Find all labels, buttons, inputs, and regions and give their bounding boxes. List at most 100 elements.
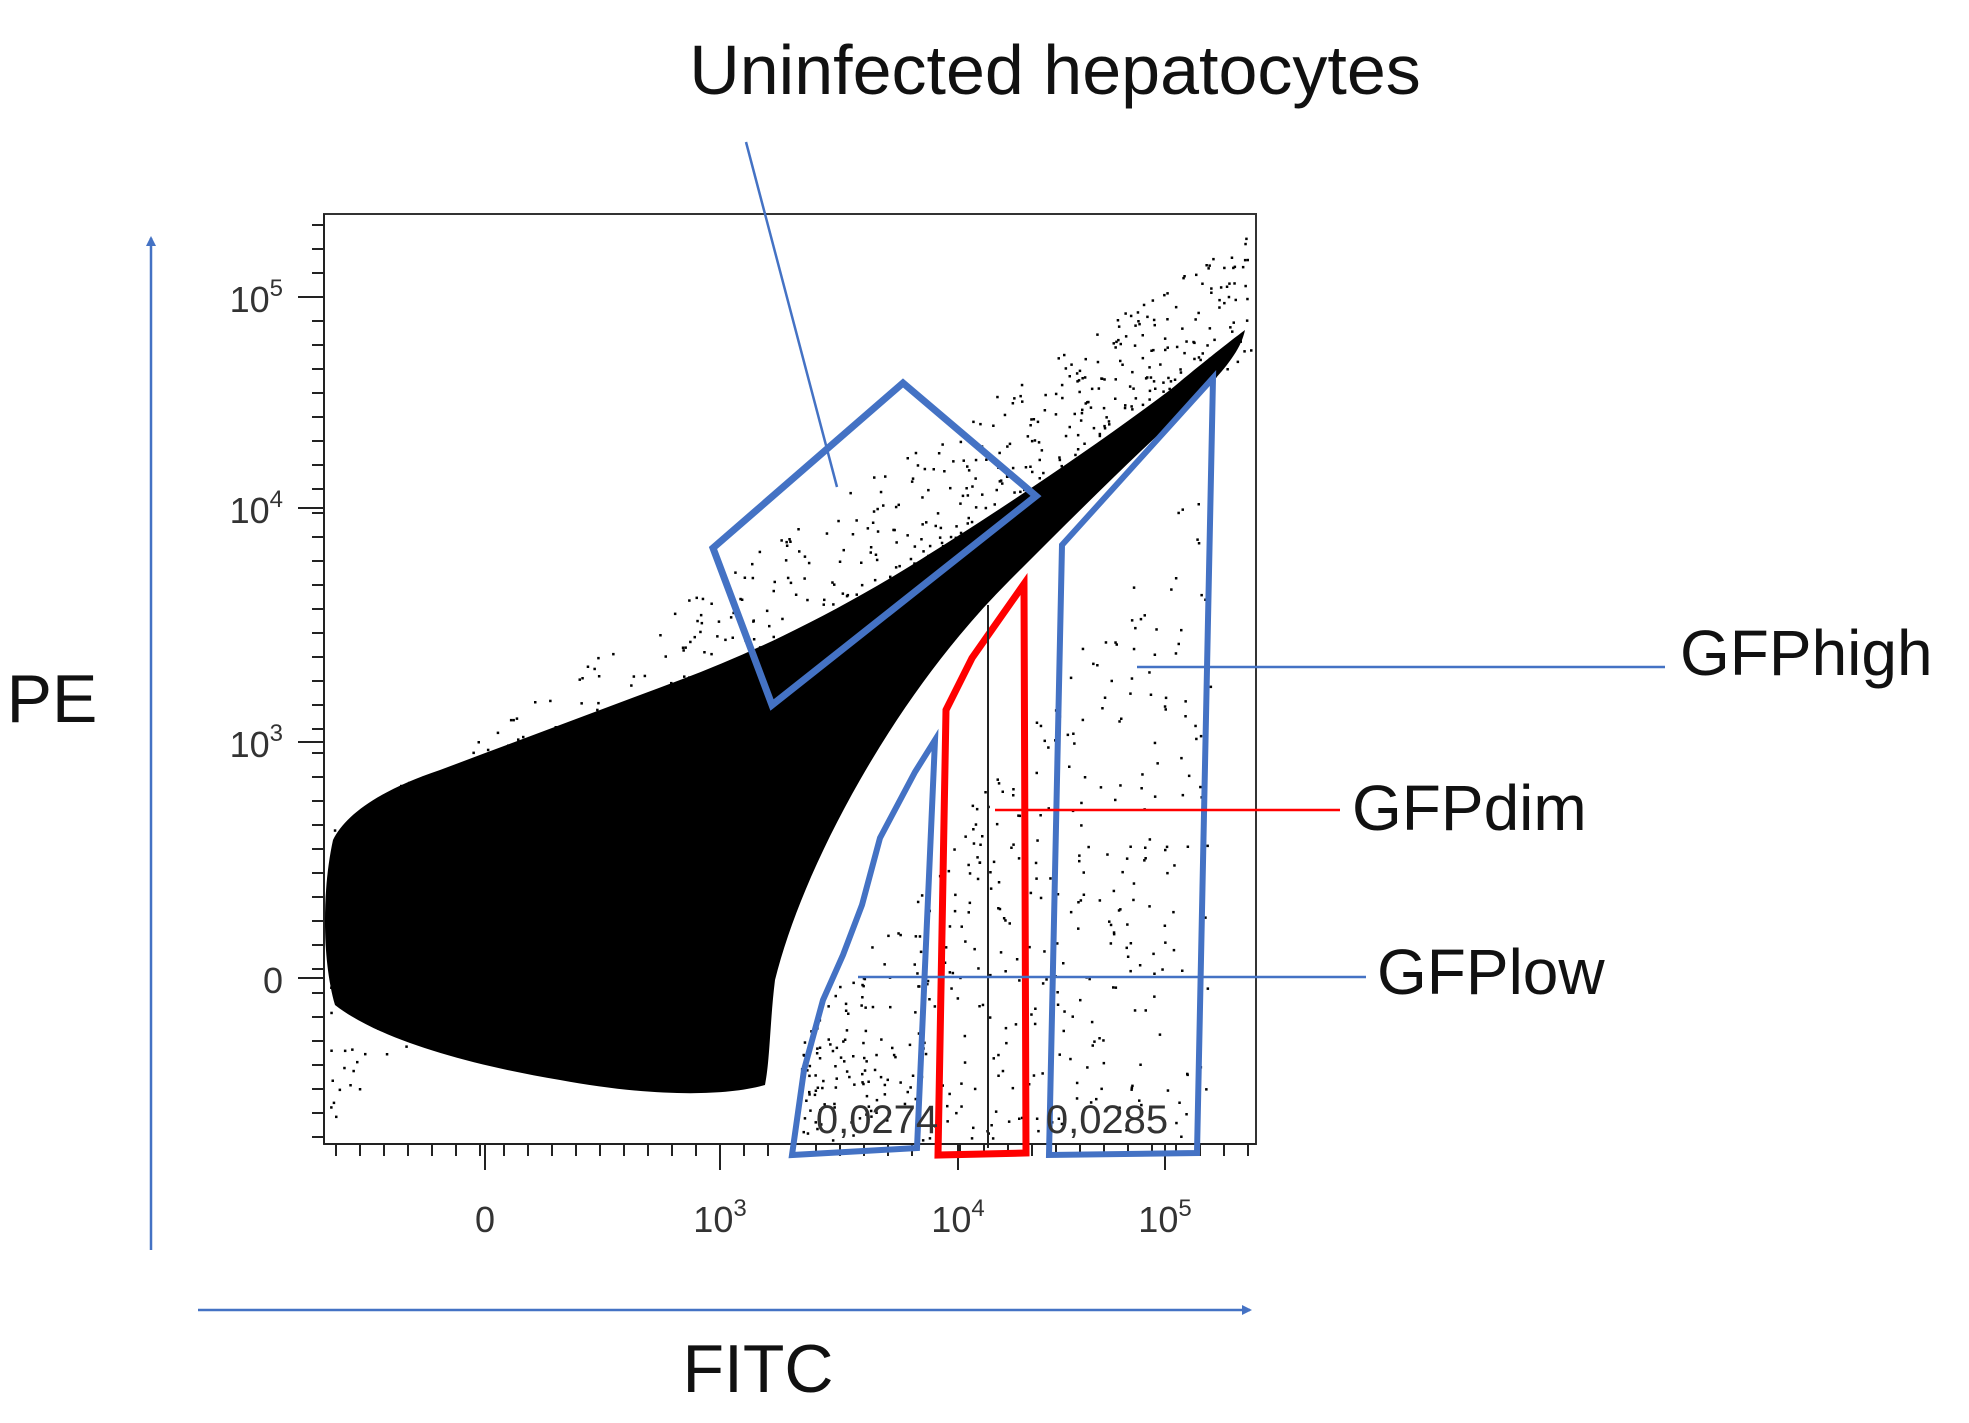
scatter-event <box>1121 446 1125 449</box>
scatter-event <box>1164 708 1167 711</box>
scatter-event <box>495 780 498 784</box>
scatter-event <box>546 895 550 898</box>
scatter-event <box>411 893 415 897</box>
scatter-event <box>1187 774 1191 778</box>
scatter-event <box>461 856 464 860</box>
scatter-event <box>1084 462 1087 465</box>
scatter-event <box>843 1038 847 1041</box>
scatter-event <box>563 902 566 905</box>
scatter-event <box>1056 893 1060 896</box>
scatter-event <box>943 961 947 964</box>
scatter-event <box>1149 376 1153 379</box>
scatter-event <box>1004 1026 1008 1030</box>
scatter-event <box>974 823 978 826</box>
scatter-event <box>762 728 766 731</box>
scatter-event <box>380 809 384 813</box>
scatter-event <box>1208 357 1212 361</box>
scatter-event <box>1107 420 1111 423</box>
scatter-event <box>558 852 561 855</box>
scatter-event <box>963 1061 967 1064</box>
scatter-event <box>1103 696 1107 699</box>
scatter-event <box>1098 432 1102 436</box>
scatter-event <box>604 784 608 787</box>
scatter-event <box>1061 490 1064 494</box>
scatter-event <box>1008 922 1011 925</box>
scatter-event <box>844 1002 848 1006</box>
scatter-event <box>485 782 489 785</box>
scatter-event <box>625 802 629 805</box>
scatter-event <box>335 838 339 842</box>
scatter-event <box>895 592 898 596</box>
scatter-event <box>1153 741 1157 745</box>
scatter-event <box>1132 387 1135 390</box>
scatter-event <box>965 487 968 490</box>
scatter-event <box>1152 348 1155 352</box>
scatter-event <box>772 726 775 729</box>
scatter-event <box>512 718 515 722</box>
scatter-event <box>1073 497 1076 501</box>
scatter-event <box>1119 342 1122 346</box>
scatter-event <box>1106 853 1109 856</box>
scatter-event <box>989 567 992 571</box>
scatter-event <box>961 494 965 498</box>
scatter-event <box>603 714 607 717</box>
scatter-event <box>934 587 938 590</box>
scatter-event <box>440 961 443 964</box>
y-axis-title: PE <box>7 661 98 737</box>
scatter-event <box>909 1086 912 1089</box>
scatter-event <box>865 1060 868 1063</box>
scatter-event <box>917 1032 921 1035</box>
scatter-event <box>378 1022 381 1025</box>
scatter-event <box>528 769 532 772</box>
scatter-event <box>871 1005 875 1009</box>
scatter-event <box>682 649 685 652</box>
scatter-event <box>366 937 369 940</box>
scatter-event <box>855 610 858 613</box>
scatter-event <box>816 1127 819 1131</box>
scatter-event <box>424 890 428 894</box>
scatter-event <box>941 1084 944 1087</box>
scatter-event <box>688 599 691 602</box>
scatter-event <box>442 781 445 784</box>
scatter-event <box>693 733 696 736</box>
scatter-event <box>1112 986 1115 989</box>
scatter-event <box>405 1045 408 1048</box>
scatter-event <box>1141 773 1144 776</box>
scatter-event <box>1178 384 1182 388</box>
scatter-event <box>543 821 546 825</box>
scatter-event <box>529 847 532 851</box>
scatter-event <box>882 504 885 507</box>
scatter-event <box>1164 848 1167 852</box>
scatter-event <box>612 652 615 656</box>
scatter-event <box>1072 478 1076 481</box>
scatter-event <box>633 813 636 816</box>
scatter-event <box>903 579 906 582</box>
scatter-event <box>1197 356 1201 359</box>
gfplow-frequency: 0,0274 <box>816 1098 938 1142</box>
scatter-event <box>1076 448 1080 451</box>
scatter-event <box>1018 1117 1021 1120</box>
scatter-event <box>1246 297 1249 301</box>
scatter-event <box>701 691 704 695</box>
scatter-event <box>1058 458 1062 462</box>
scatter-event <box>1156 422 1159 425</box>
scatter-event <box>966 576 970 580</box>
scatter-event <box>419 1037 422 1041</box>
scatter-event <box>899 1081 902 1084</box>
scatter-event <box>1132 898 1135 902</box>
scatter-event <box>404 842 408 845</box>
scatter-event <box>716 635 719 638</box>
scatter-event <box>866 527 870 530</box>
scatter-event <box>701 775 705 779</box>
scatter-event <box>622 710 625 713</box>
scatter-event <box>916 900 920 904</box>
scatter-event <box>1166 292 1169 295</box>
scatter-event <box>553 801 557 804</box>
scatter-event <box>1014 539 1018 542</box>
scatter-event <box>597 819 601 822</box>
scatter-event <box>889 1005 892 1009</box>
scatter-event <box>926 982 929 986</box>
scatter-event <box>834 994 837 998</box>
scatter-event <box>937 452 941 455</box>
scatter-event <box>1077 927 1080 930</box>
